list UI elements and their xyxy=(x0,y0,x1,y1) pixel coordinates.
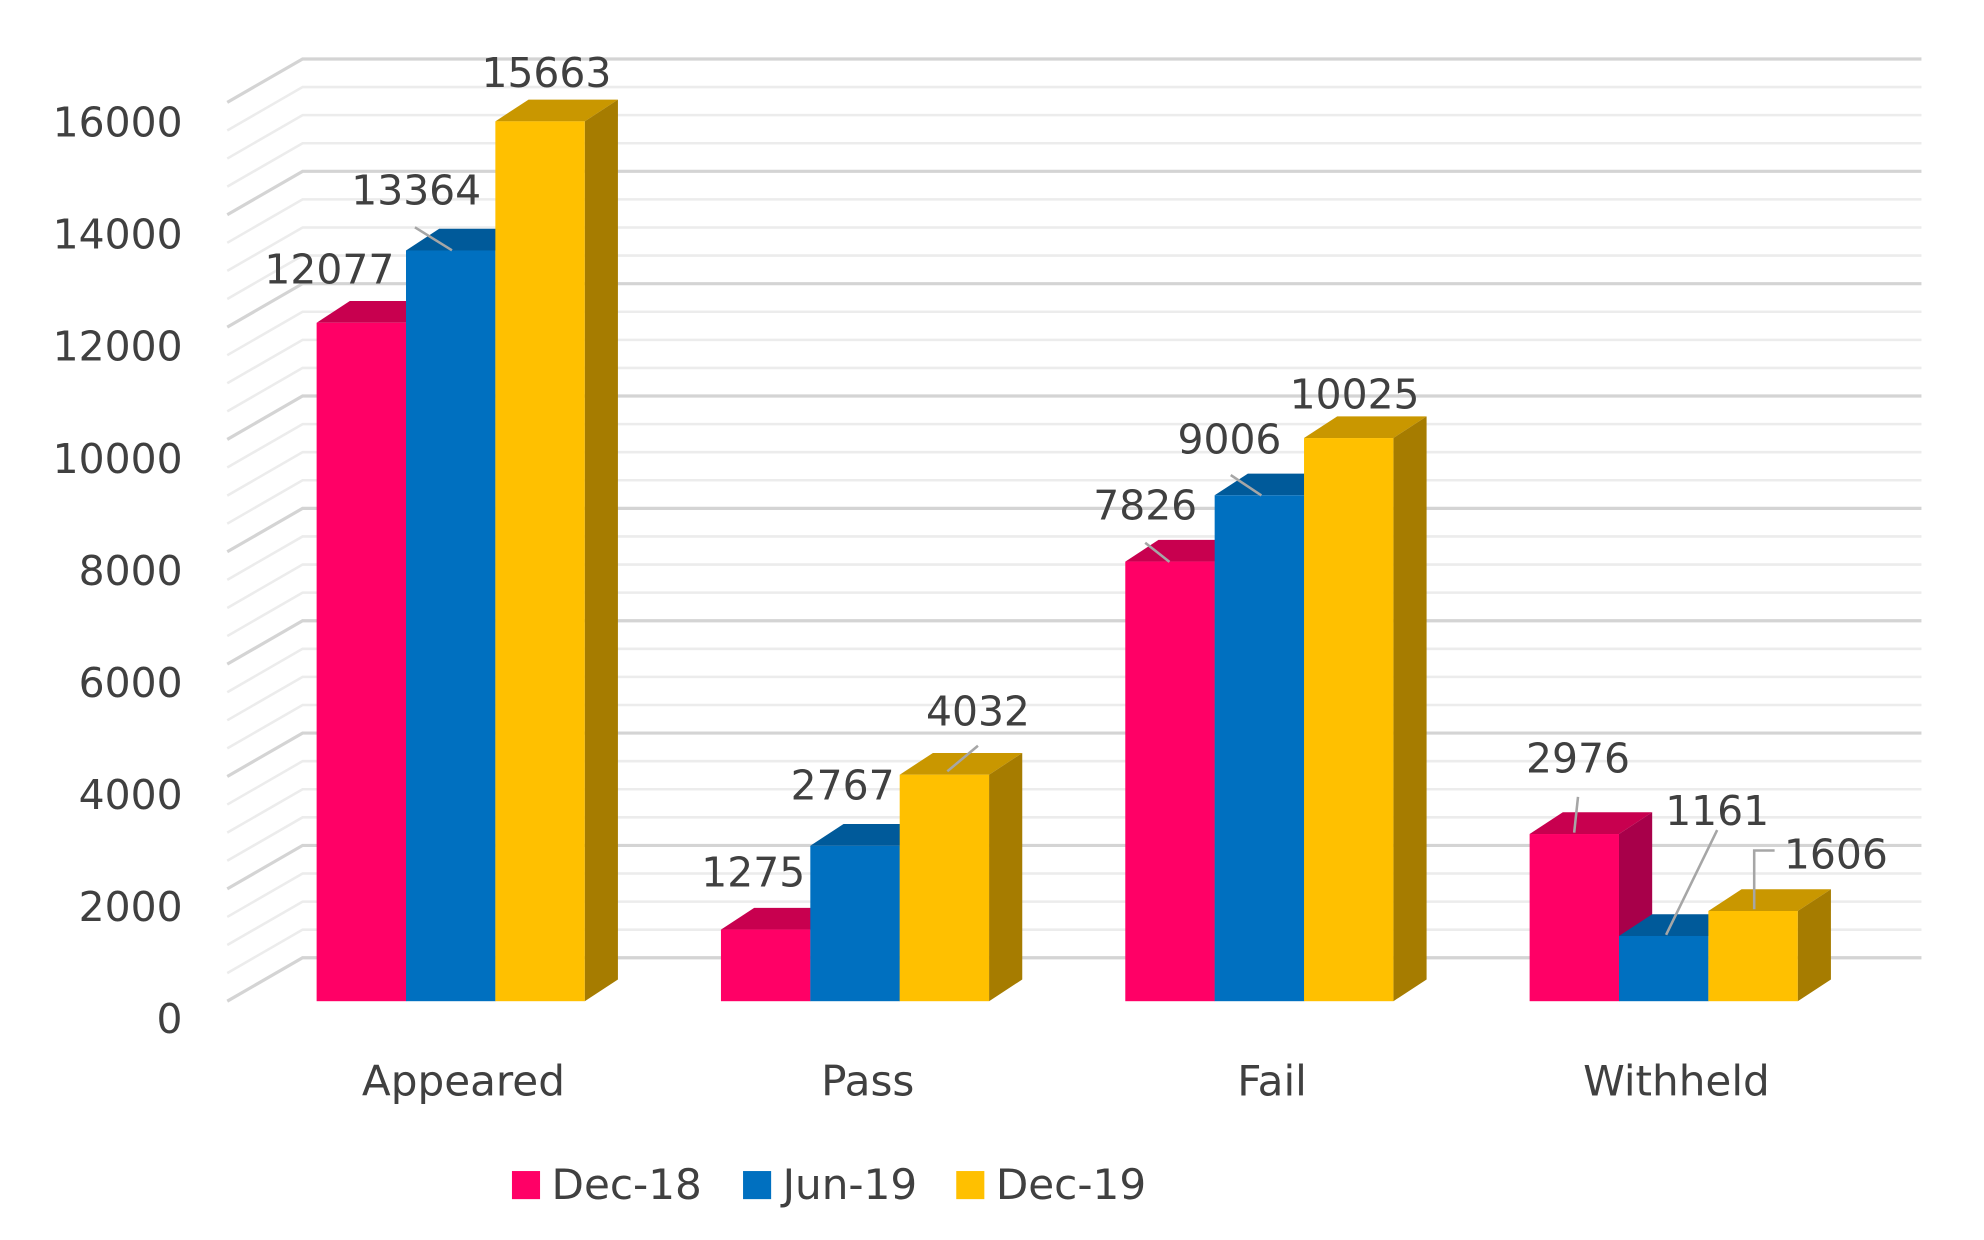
y-tick-label: 16000 xyxy=(53,99,183,147)
data-label: 1275 xyxy=(701,848,805,896)
bar-Dec-18-Withheld xyxy=(1529,834,1619,1002)
data-label: 2976 xyxy=(1526,735,1630,783)
bar-side xyxy=(1393,416,1427,1002)
legend-label: Dec-18 xyxy=(552,1160,702,1209)
y-axis: 0 2000 4000 6000 8000 10000 12000 14000 16000 xyxy=(53,99,183,1043)
gridline xyxy=(226,394,1922,441)
bar-top xyxy=(1708,889,1831,911)
gridline xyxy=(226,198,1922,244)
data-label: 1606 xyxy=(1784,830,1888,878)
y-tick-label: 6000 xyxy=(79,659,183,707)
leader-line xyxy=(1230,473,1263,497)
leader-line xyxy=(414,226,453,252)
bar-Dec-18-Pass xyxy=(720,929,811,1002)
x-tick-label: Fail xyxy=(1237,1057,1307,1106)
leader-line xyxy=(1144,541,1171,563)
data-label: 1161 xyxy=(1665,787,1769,835)
bar-Dec-18-Fail xyxy=(1125,561,1215,1002)
leader-line xyxy=(1572,796,1580,833)
y-tick-label: 2000 xyxy=(79,883,183,931)
bars xyxy=(316,99,1831,1002)
bar-side xyxy=(584,99,618,1002)
bar-Jun-19-Fail xyxy=(1214,495,1305,1002)
gridline xyxy=(226,338,1922,385)
gridline xyxy=(226,141,1922,188)
gridline xyxy=(226,282,1922,329)
gridline xyxy=(226,57,1922,104)
legend: Dec-18 Jun-19 Dec-19 xyxy=(511,1160,1146,1209)
gridline xyxy=(226,366,1922,413)
bar-top xyxy=(495,99,618,122)
legend-swatch xyxy=(743,1171,772,1200)
bar-top xyxy=(1304,416,1427,439)
gridline xyxy=(226,113,1922,160)
y-tick-label: 10000 xyxy=(53,435,183,483)
y-tick-label: 12000 xyxy=(53,323,183,371)
bar-Dec-19-Pass xyxy=(899,774,990,1002)
bar-Dec-19-Withheld xyxy=(1708,910,1798,1002)
x-axis: Appeared Pass Fail Withheld xyxy=(362,1057,1770,1106)
leader-line xyxy=(1664,829,1719,936)
data-label: 7826 xyxy=(1093,482,1197,530)
gridline xyxy=(226,254,1922,301)
bar-top xyxy=(899,752,1023,775)
x-tick-label: Pass xyxy=(821,1057,914,1106)
data-labels: 12077 13364 15663 1275 2767 4032 7826 900610025… xyxy=(264,49,1888,936)
x-tick-label: Appeared xyxy=(362,1057,565,1106)
data-label: 9006 xyxy=(1177,415,1281,463)
bar-side xyxy=(1797,889,1831,1002)
bar-Jun-19-Appeared xyxy=(405,250,496,1002)
x-tick-label: Withheld xyxy=(1583,1057,1770,1106)
legend-swatch xyxy=(956,1171,985,1200)
bar-Dec-18-Appeared xyxy=(316,322,406,1002)
bar-Jun-19-Withheld xyxy=(1618,935,1709,1002)
y-tick-label: 0 xyxy=(157,995,183,1043)
legend-label: Jun-19 xyxy=(780,1160,918,1209)
bar-Dec-19-Appeared xyxy=(495,121,585,1002)
leader-line xyxy=(1752,849,1775,910)
gridline xyxy=(226,310,1922,357)
legend-swatch xyxy=(511,1171,541,1200)
y-tick-label: 8000 xyxy=(79,547,183,595)
y-tick-label: 4000 xyxy=(79,771,183,819)
data-label: 13364 xyxy=(351,166,481,214)
bar-side xyxy=(989,752,1023,1002)
data-label: 12077 xyxy=(264,245,394,293)
leader-line xyxy=(946,744,979,773)
data-label: 10025 xyxy=(1290,371,1420,419)
legend-label: Dec-19 xyxy=(996,1160,1146,1209)
bar-top xyxy=(1529,812,1653,835)
data-label: 2767 xyxy=(791,761,895,809)
gridline xyxy=(226,226,1922,273)
y-tick-label: 14000 xyxy=(53,211,183,259)
bar-Dec-19-Fail xyxy=(1304,438,1394,1002)
gridline xyxy=(226,169,1922,217)
gridline xyxy=(226,85,1922,132)
data-label: 4032 xyxy=(926,687,1030,735)
bar-Jun-19-Pass xyxy=(810,845,900,1002)
data-label: 15663 xyxy=(481,49,611,97)
